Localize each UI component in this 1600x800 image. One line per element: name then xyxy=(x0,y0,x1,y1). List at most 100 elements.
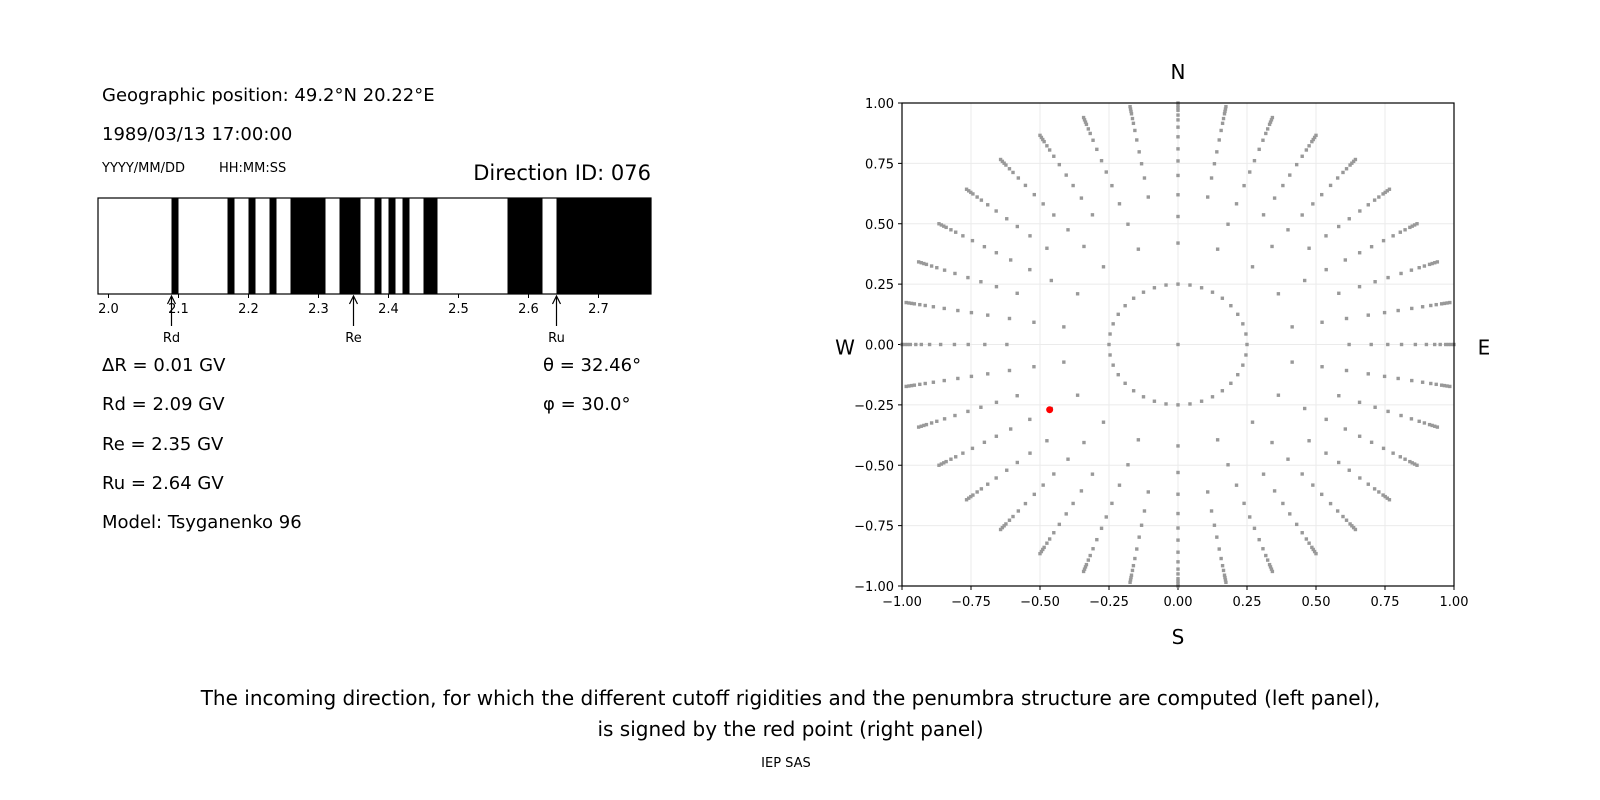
grid-point xyxy=(1314,133,1318,138)
grid-point xyxy=(1270,244,1274,249)
grid-point xyxy=(1049,278,1054,283)
grid-point xyxy=(1314,551,1318,556)
grid-point xyxy=(1366,203,1370,207)
grid-point xyxy=(1176,567,1180,571)
grid-point xyxy=(1250,265,1255,269)
grid-point xyxy=(1129,109,1133,114)
grid-point xyxy=(1117,483,1122,487)
grid-point xyxy=(1300,531,1304,535)
grid-point xyxy=(1090,472,1095,476)
grid-point xyxy=(1381,238,1386,243)
grid-point xyxy=(966,275,970,280)
grid-point xyxy=(944,459,948,464)
grid-point xyxy=(1041,547,1045,552)
grid-point xyxy=(1353,527,1358,532)
grid-point xyxy=(1226,222,1230,226)
grid-point xyxy=(1015,460,1020,465)
grid-point xyxy=(1176,444,1180,448)
grid-point xyxy=(1369,440,1374,445)
grid-point xyxy=(994,476,998,480)
grid-point xyxy=(1307,439,1311,443)
grid-point xyxy=(1290,360,1294,364)
grid-point xyxy=(1373,280,1377,284)
grid-point xyxy=(1123,303,1127,308)
grid-point xyxy=(1152,286,1157,290)
grid-point xyxy=(1417,419,1421,424)
grid-point xyxy=(1176,193,1180,197)
grid-point xyxy=(1176,282,1180,286)
grid-point xyxy=(923,303,927,308)
grid-point xyxy=(1442,301,1447,306)
grid-point xyxy=(964,187,969,191)
grid-point xyxy=(1117,202,1122,206)
grid-point xyxy=(1324,267,1328,272)
grid-point xyxy=(924,422,929,427)
grid-point xyxy=(1445,301,1449,305)
grid-point xyxy=(949,228,953,232)
grid-point xyxy=(1011,514,1015,519)
grid-point xyxy=(1410,461,1414,465)
grid-point xyxy=(1417,265,1421,270)
grid-point xyxy=(1217,138,1221,142)
caption-line-2: is signed by the red point (right panel) xyxy=(597,717,984,741)
grid-point xyxy=(1336,460,1341,465)
grid-point xyxy=(1023,501,1028,506)
grid-point xyxy=(1152,399,1157,403)
grid-point xyxy=(1004,522,1008,526)
grid-point xyxy=(1032,192,1036,197)
grid-point xyxy=(1052,154,1056,158)
y-tick-label: −1.00 xyxy=(854,580,894,595)
grid-point xyxy=(1039,135,1044,140)
grid-point xyxy=(1176,511,1180,516)
grid-point xyxy=(1302,406,1307,411)
grid-point xyxy=(1101,265,1106,269)
grid-point xyxy=(1095,537,1099,542)
grid-point xyxy=(912,383,917,387)
grid-point xyxy=(1215,150,1219,154)
grid-point xyxy=(1215,247,1220,251)
grid-point xyxy=(1041,202,1045,206)
grid-point xyxy=(998,157,1003,162)
direction-west: W xyxy=(835,336,855,360)
grid-point xyxy=(979,198,984,202)
grid-point xyxy=(1000,159,1005,164)
grid-point xyxy=(1075,292,1080,296)
x-tick-label: 0.75 xyxy=(1371,595,1400,610)
geo-position: Geographic position: 49.2°N 20.22°E xyxy=(102,85,435,106)
grid-point xyxy=(1304,148,1309,152)
grid-point xyxy=(961,451,965,455)
grid-point xyxy=(1310,139,1314,144)
grid-point xyxy=(1110,183,1114,188)
grid-point xyxy=(1131,563,1136,568)
grid-point xyxy=(1302,278,1307,283)
grid-point xyxy=(1261,472,1266,476)
grid-point xyxy=(1220,389,1225,393)
grid-point xyxy=(1081,569,1086,574)
x-tick-label: 0.50 xyxy=(1302,595,1331,610)
grid-point xyxy=(1408,459,1412,464)
grid-point xyxy=(1286,457,1290,461)
phi-value: φ = 30.0° xyxy=(543,394,631,415)
grid-point xyxy=(935,419,939,424)
grid-point xyxy=(1206,195,1210,199)
grid-point xyxy=(1311,137,1315,142)
grid-point xyxy=(1002,161,1006,165)
grid-point xyxy=(1176,103,1180,108)
grid-point xyxy=(918,302,922,307)
grid-point xyxy=(986,482,990,486)
grid-point xyxy=(903,342,907,347)
grid-point xyxy=(1234,483,1239,487)
grid-point xyxy=(1337,291,1341,295)
grid-point xyxy=(1270,115,1275,120)
grid-point xyxy=(912,302,917,306)
grid-point xyxy=(1128,107,1133,111)
grid-point xyxy=(929,421,934,425)
grid-point xyxy=(1129,112,1134,116)
grid-point xyxy=(909,383,914,388)
grid-point xyxy=(916,425,921,429)
grid-point xyxy=(1176,403,1180,407)
grid-point xyxy=(929,264,934,268)
x-tick-label: 2.1 xyxy=(168,302,189,317)
grid-point xyxy=(1310,545,1314,550)
